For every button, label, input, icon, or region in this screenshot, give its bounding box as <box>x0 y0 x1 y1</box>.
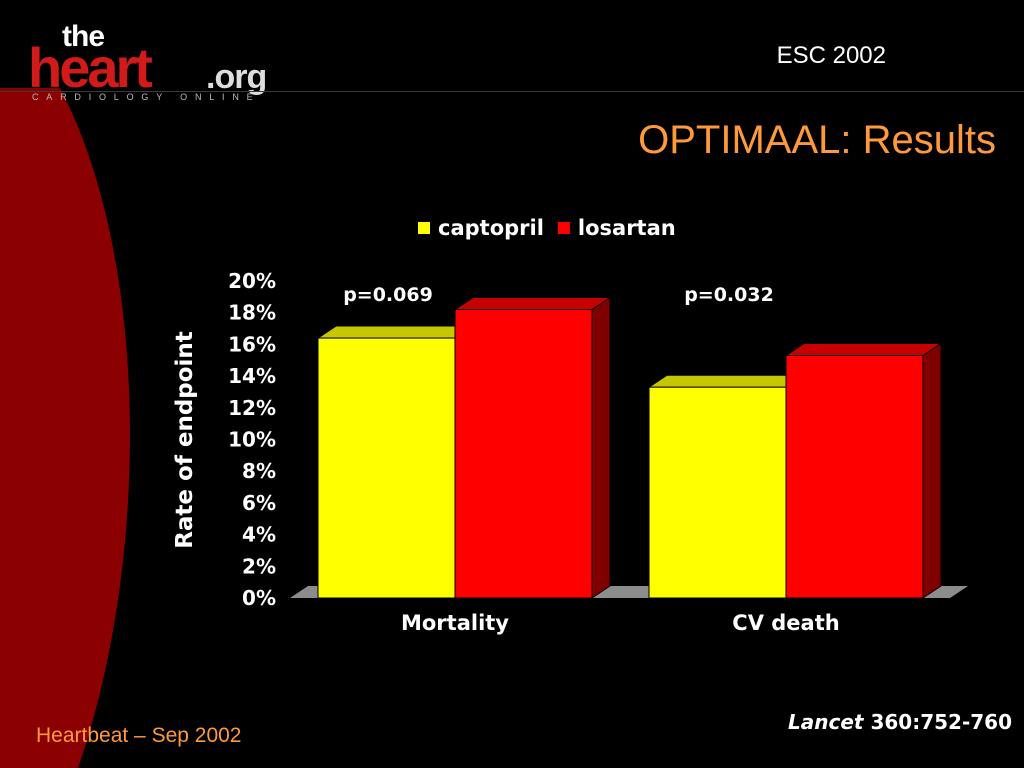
bar-top-face <box>453 297 612 311</box>
bar-top-face <box>784 342 943 356</box>
y-tick-label: 6% <box>242 491 276 515</box>
slide-title: OPTIMAAL: Results <box>638 118 996 162</box>
p-value-annotation: p=0.032 <box>684 284 774 306</box>
y-tick-label: 18% <box>228 301 276 325</box>
bar-losartan-mortality <box>453 296 612 599</box>
bar-top-face <box>316 325 475 339</box>
logo-heart: heart <box>28 36 153 99</box>
y-tick-label: 10% <box>228 428 276 452</box>
logo-org: .org <box>206 58 267 96</box>
y-tick-label: 12% <box>228 396 276 420</box>
footer-citation: Lancet 360:752-760 <box>788 710 1012 734</box>
footer-date: Heartbeat – Sep 2002 <box>36 724 242 747</box>
bar-captopril-mortality <box>316 325 475 599</box>
legend-label-captopril: captopril <box>438 216 544 240</box>
y-tick-label: 0% <box>242 586 276 610</box>
y-tick-label: 2% <box>242 554 276 578</box>
citation-reference: 360:752-760 <box>863 710 1012 734</box>
header-divider <box>0 91 1024 92</box>
logo-the: the <box>62 20 105 53</box>
bar-captopril-cv-death <box>647 374 806 599</box>
bar-side-face <box>591 296 611 599</box>
y-tick-label: 8% <box>242 459 276 483</box>
logo: the heart .org CARDIOLOGY ONLINE <box>28 20 278 104</box>
legend-label-losartan: losartan <box>578 216 676 240</box>
citation-journal: Lancet <box>788 710 864 734</box>
bar-front-face <box>648 386 787 599</box>
bar-front-face <box>785 354 924 599</box>
legend-swatch-losartan <box>557 222 570 234</box>
bar-losartan-cv-death <box>784 342 943 599</box>
y-tick-label: 20% <box>228 269 276 293</box>
y-tick-label: 4% <box>242 523 276 547</box>
x-tick-label: Mortality <box>401 611 509 635</box>
y-axis-title: Rate of endpoint <box>172 331 198 549</box>
bar-front-face <box>317 337 456 599</box>
bar-top-face <box>647 374 806 388</box>
event-label: ESC 2002 <box>776 42 886 69</box>
p-value-annotation: p=0.069 <box>343 284 433 306</box>
y-tick-label: 14% <box>228 364 276 388</box>
legend-swatch-captopril <box>418 222 430 234</box>
bar-side-face <box>922 342 942 599</box>
logo-tagline: CARDIOLOGY ONLINE <box>32 92 261 102</box>
bar-front-face <box>454 309 593 599</box>
y-tick-label: 16% <box>228 332 276 356</box>
x-tick-label: CV death <box>732 611 839 635</box>
